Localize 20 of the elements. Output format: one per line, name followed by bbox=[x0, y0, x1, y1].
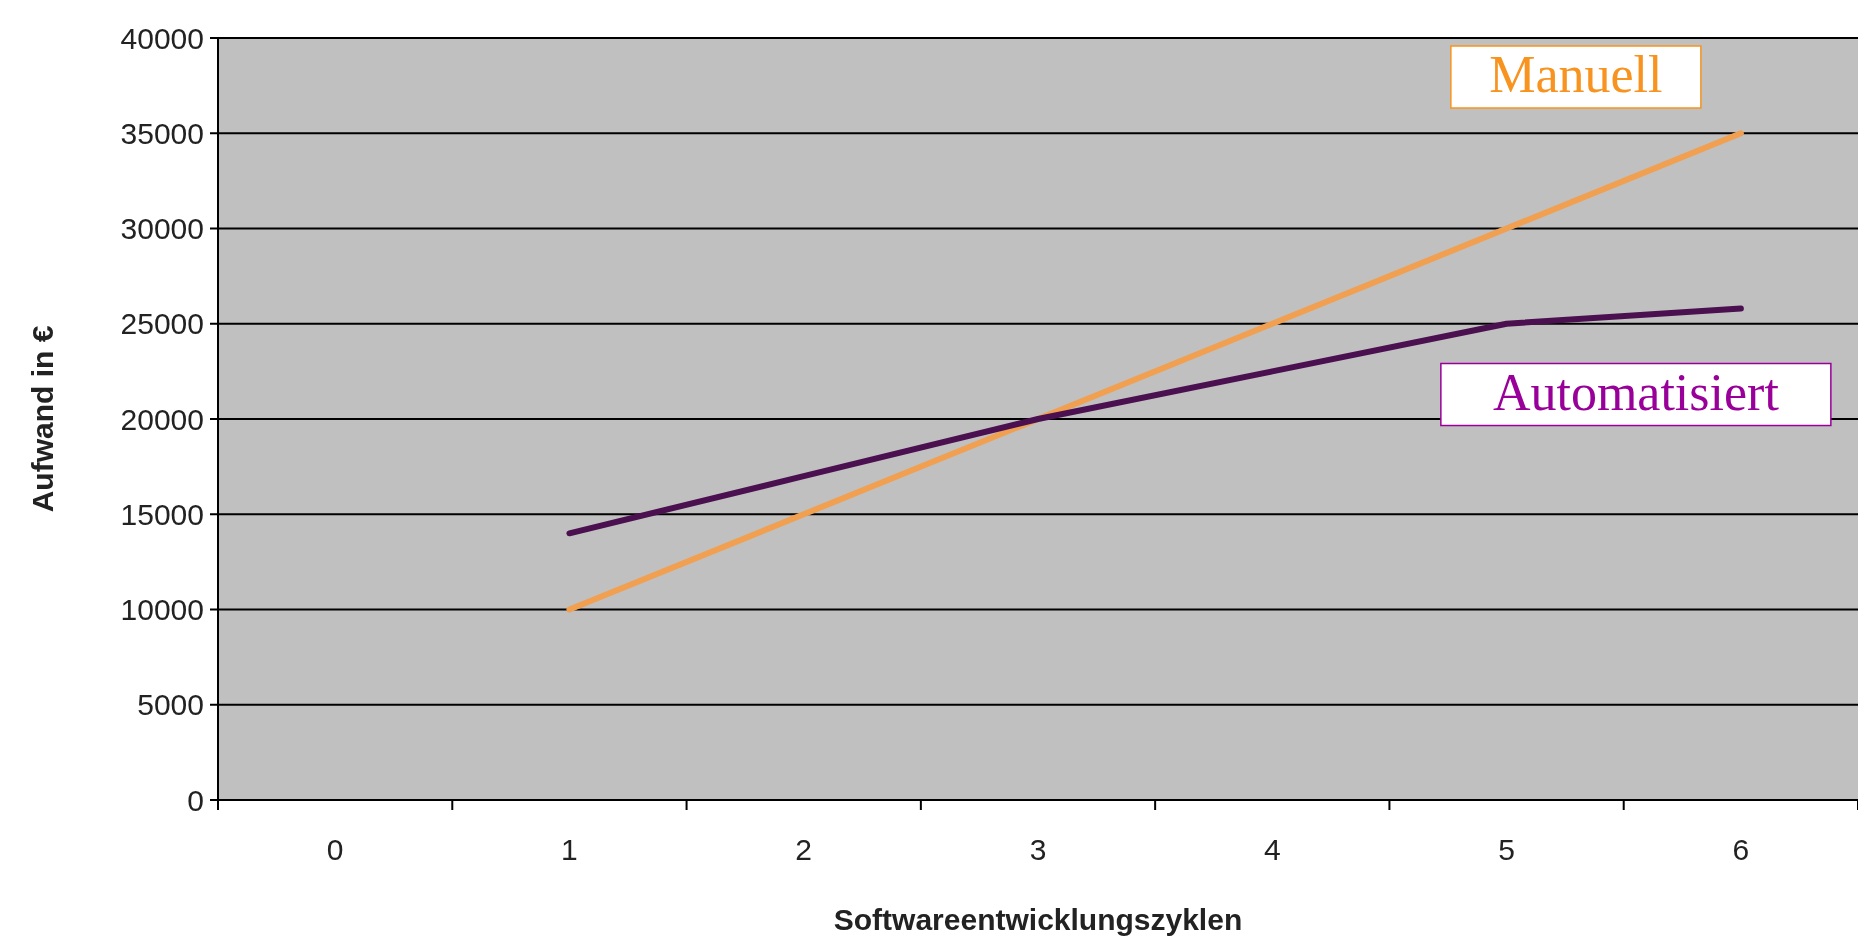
x-tick-label: 4 bbox=[1263, 833, 1281, 866]
x-tick-label: 0 bbox=[326, 833, 344, 866]
y-tick-label: 5000 bbox=[137, 688, 204, 722]
series-label: Manuell bbox=[1489, 46, 1663, 103]
x-tick-label: 3 bbox=[1029, 833, 1047, 866]
x-tick-label: 5 bbox=[1498, 833, 1515, 866]
x-tick-label: 1 bbox=[561, 833, 578, 866]
y-tick-label: 30000 bbox=[120, 212, 204, 245]
y-tick-label: 35000 bbox=[120, 116, 204, 150]
x-tick-label: 2 bbox=[795, 833, 813, 866]
y-tick-label: 25000 bbox=[120, 307, 204, 341]
y-tick-label: 0 bbox=[187, 783, 204, 817]
x-tick-label: 6 bbox=[1732, 833, 1750, 866]
y-tick-label: 10000 bbox=[120, 593, 204, 626]
y-tick-label: 40000 bbox=[120, 21, 204, 55]
y-tick-label: 15000 bbox=[120, 497, 204, 531]
x-axis-title: Softwareentwicklungszyklen bbox=[833, 903, 1243, 936]
y-axis-title: Aufwand in € bbox=[26, 325, 59, 513]
series-label: Automatisiert bbox=[1492, 363, 1780, 421]
y-tick-label: 20000 bbox=[120, 402, 204, 436]
